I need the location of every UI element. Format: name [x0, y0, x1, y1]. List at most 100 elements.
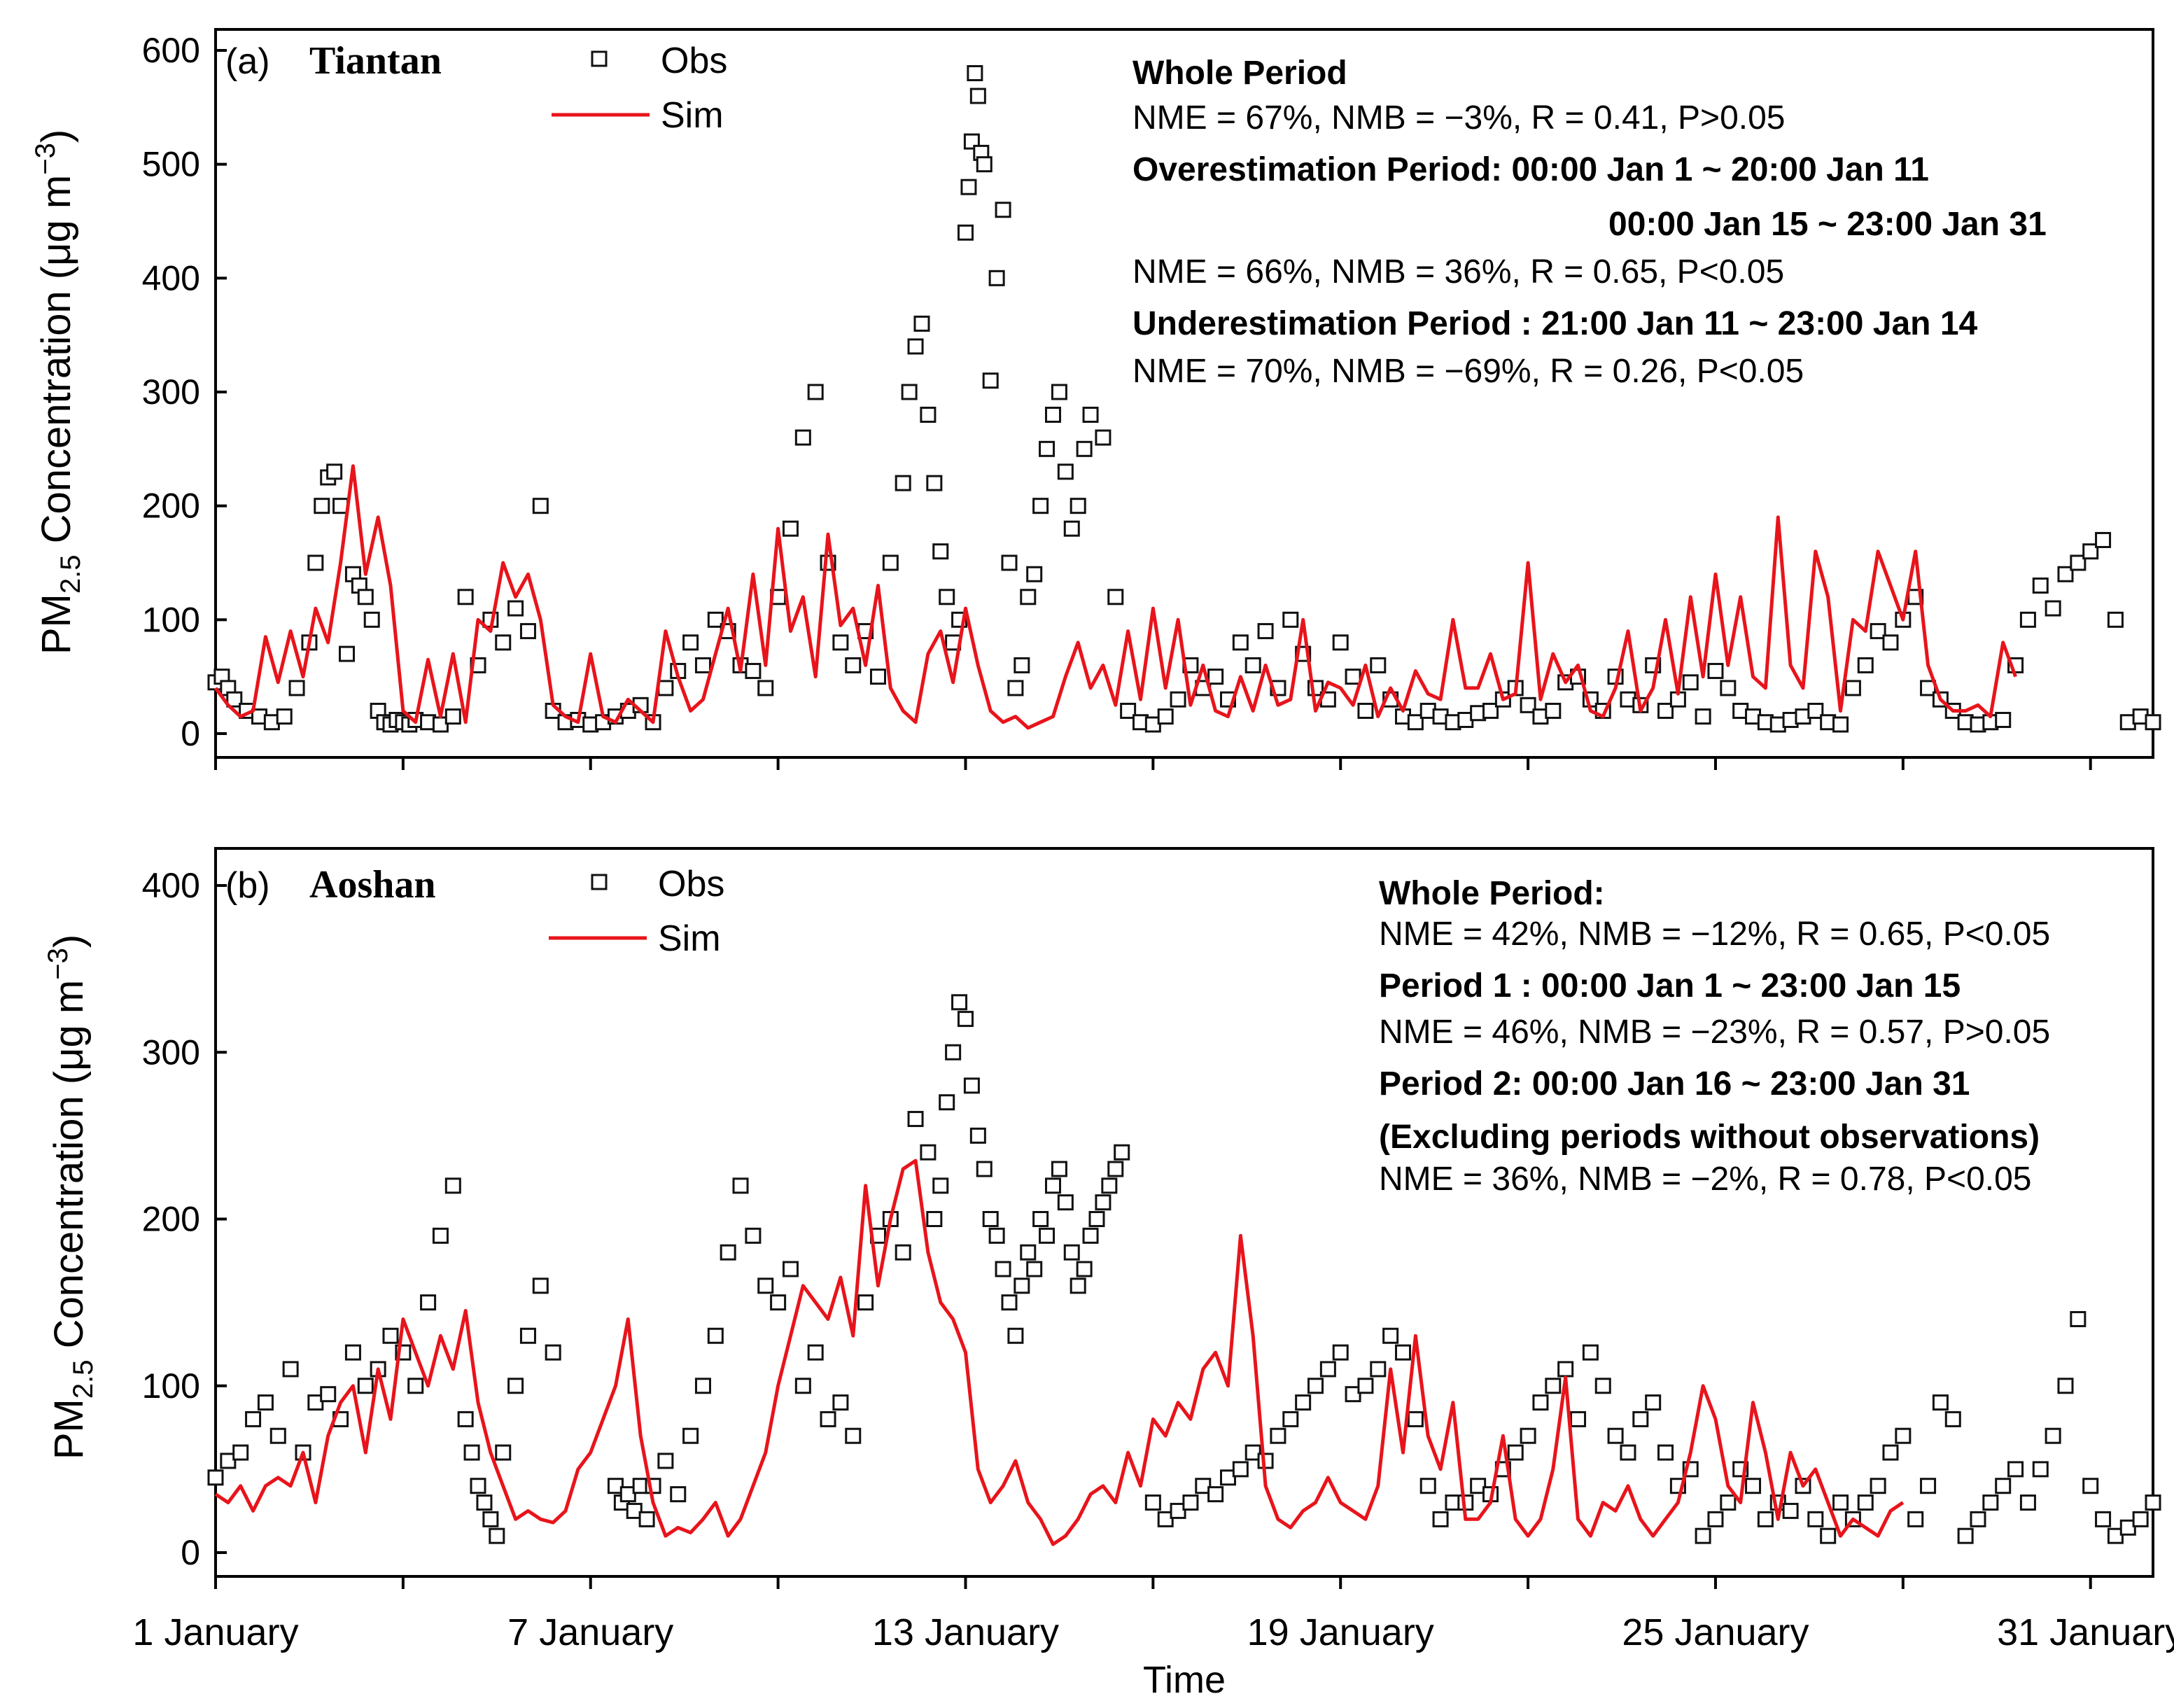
panel-a-obs-point-177 [2070, 554, 2087, 571]
panel-a-obs-point-110 [1232, 634, 1249, 651]
panel-b-obs-point-128 [1607, 1427, 1624, 1444]
panel-b-obs-point-123 [1545, 1378, 1562, 1394]
panel-a-obs-point-161 [1870, 623, 1886, 640]
panel-b-obs-point-167 [2095, 1511, 2112, 1527]
panel-b-obs-point-92 [1157, 1511, 1174, 1527]
panel-b-obs-point-93 [1170, 1502, 1186, 1519]
panel-b-obs-point-80 [1051, 1161, 1067, 1177]
panel-b-obs-point-36 [638, 1511, 655, 1527]
panel-b-obs-point-162 [2032, 1461, 2049, 1478]
panel-a-obs-point-135 [1545, 702, 1562, 719]
panel-a-obs-point-50 [707, 611, 724, 628]
panel-b-obs-point-59 [920, 1144, 937, 1161]
panel-b-obs-point-60 [926, 1211, 943, 1227]
panel-b-obs-point-49 [794, 1378, 811, 1394]
panel-b-obs-point-38 [657, 1452, 674, 1469]
panel-b-x-axis [214, 1576, 2092, 1589]
panel-b-obs-point-131 [1645, 1394, 1662, 1411]
panel-a-obs-point-33 [495, 634, 512, 651]
panel-a-obs-point-92 [1044, 407, 1061, 424]
panel-b-site-name: Aoshan [309, 863, 436, 906]
panel-b-obs-point-46 [757, 1278, 774, 1294]
panel-b-obs-point-135 [1695, 1527, 1711, 1544]
panel-b-obs-point-132 [1657, 1444, 1674, 1461]
panel-b-obs-point-91 [1144, 1494, 1161, 1511]
panel-b-obs-point-77 [1032, 1211, 1049, 1227]
panel-b-obs-point-150 [1882, 1444, 1899, 1461]
panel-a-obs-point-83 [988, 270, 1005, 286]
panel-b-obs-point-51 [820, 1410, 836, 1427]
panel-b-obs-point-79 [1044, 1177, 1061, 1194]
panel-a-obs-point-158 [1832, 716, 1849, 733]
panel-a-obs-point-3 [226, 691, 243, 708]
panel-b-obs-point-82 [1063, 1244, 1080, 1261]
panel-a-obs-point-75 [957, 224, 974, 241]
panel-b-obs-point-52 [832, 1394, 849, 1411]
panel-a-ann-0: Whole Period [1132, 55, 1347, 92]
panel-b-obs-point-68 [976, 1161, 993, 1177]
panel-a-obs-point-104 [1157, 708, 1174, 725]
panel-a-obs-point-147 [1695, 708, 1711, 725]
panel-a-obs-point-144 [1657, 702, 1674, 719]
panel-b-ann-1: NME = 42%, NMB = −12%, R = 0.65, P<0.05 [1379, 916, 2050, 953]
panel-b-obs-point-170 [2132, 1511, 2149, 1527]
panel-a-obs-point-96 [1070, 498, 1086, 514]
panel-a-y-axis: 0 100 200 300 400 500 600 [142, 31, 227, 753]
panel-a-y-tick-label-3: 300 [142, 372, 200, 412]
panel-b-obs-point-139 [1745, 1478, 1762, 1494]
panel-a-obs-point-90 [1032, 498, 1049, 514]
panel-b-legend-obs-label: Obs [658, 864, 724, 904]
panel-b-obs-point-18 [432, 1227, 449, 1244]
panel-a-ann-2: Overestimation Period: 00:00 Jan 1 ~ 20:… [1132, 151, 1929, 188]
panel-a-obs-point-159 [1844, 680, 1861, 696]
panel-a-obs-point-91 [1039, 440, 1056, 457]
panel-b-ann-4: Period 2: 00:00 Jan 16 ~ 23:00 Jan 31 [1379, 1065, 1970, 1102]
panel-a-ann-1: NME = 67%, NMB = −3%, R = 0.41, P>0.05 [1132, 99, 1785, 136]
panel-a-obs-point-34 [507, 600, 524, 617]
panel-b-obs-point-76 [1026, 1261, 1043, 1278]
x-tick-label-4: 25 January [1622, 1611, 1809, 1653]
panel-b-obs-point-90 [1114, 1144, 1130, 1161]
panel-b-obs-point-120 [1507, 1444, 1524, 1461]
panel-b-obs-point-74 [1014, 1278, 1030, 1294]
panel-a-obs-point-85 [1001, 554, 1018, 571]
panel-b-legend: Obs Sim [549, 864, 724, 959]
panel-b-obs-point-88 [1101, 1177, 1118, 1194]
panel-a-obs-point-72 [939, 589, 955, 606]
panel-b-obs-point-156 [1957, 1527, 1974, 1544]
panel-a-obs-point-49 [694, 657, 711, 673]
panel-a-obs-point-18 [357, 589, 374, 606]
panel-a-obs-point-13 [326, 463, 343, 480]
panel-b-y-tick-label-0: 0 [181, 1533, 200, 1572]
panel-b-obs-point-43 [720, 1244, 736, 1261]
panel-b-obs-point-31 [607, 1478, 624, 1494]
panel-b-obs-point-62 [939, 1094, 955, 1111]
panel-a-obs-point-65 [895, 475, 911, 491]
panel-b-ann-3: NME = 46%, NMB = −23%, R = 0.57, P>0.05 [1379, 1014, 2050, 1051]
panel-b-obs-point-117 [1470, 1478, 1487, 1494]
panel-a-obs-point-178 [2082, 543, 2099, 560]
panel-b-obs-point-125 [1570, 1410, 1587, 1427]
panel-b-obs-point-154 [1932, 1394, 1949, 1411]
panel-a-obs-point-174 [2032, 578, 2049, 594]
panel-a-legend-sim-label: Sim [661, 95, 724, 136]
panel-a-obs-point-124 [1407, 714, 1424, 731]
panel-a-obs-point-7 [276, 708, 293, 725]
x-tick-label-2: 13 January [872, 1611, 1059, 1653]
panel-b-y-axis: 0 100 200 300 400 [142, 866, 227, 1572]
panel-a-obs-point-79 [969, 88, 986, 104]
panel-a-y-tick-label-0: 0 [181, 714, 200, 753]
panel-b-obs-point-171 [2145, 1494, 2161, 1511]
panel-b-obs-point-145 [1820, 1527, 1837, 1544]
panel-a-obs-point-57 [794, 429, 811, 446]
panel-a-y-tick-label-4: 400 [142, 258, 200, 298]
panel-b-obs-point-160 [2007, 1461, 2024, 1478]
panel-b-obs-point-72 [1001, 1294, 1018, 1311]
panel-a-obs-point-48 [682, 634, 699, 651]
panel-b-obs-point-108 [1357, 1378, 1374, 1394]
panel-b-obs-point-102 [1282, 1410, 1299, 1427]
panel-b-obs-point-85 [1082, 1227, 1099, 1244]
panel-a-obs-point-120 [1357, 702, 1374, 719]
panel-b-obs-point-4 [257, 1394, 274, 1411]
panel-b-obs-point-27 [507, 1378, 524, 1394]
